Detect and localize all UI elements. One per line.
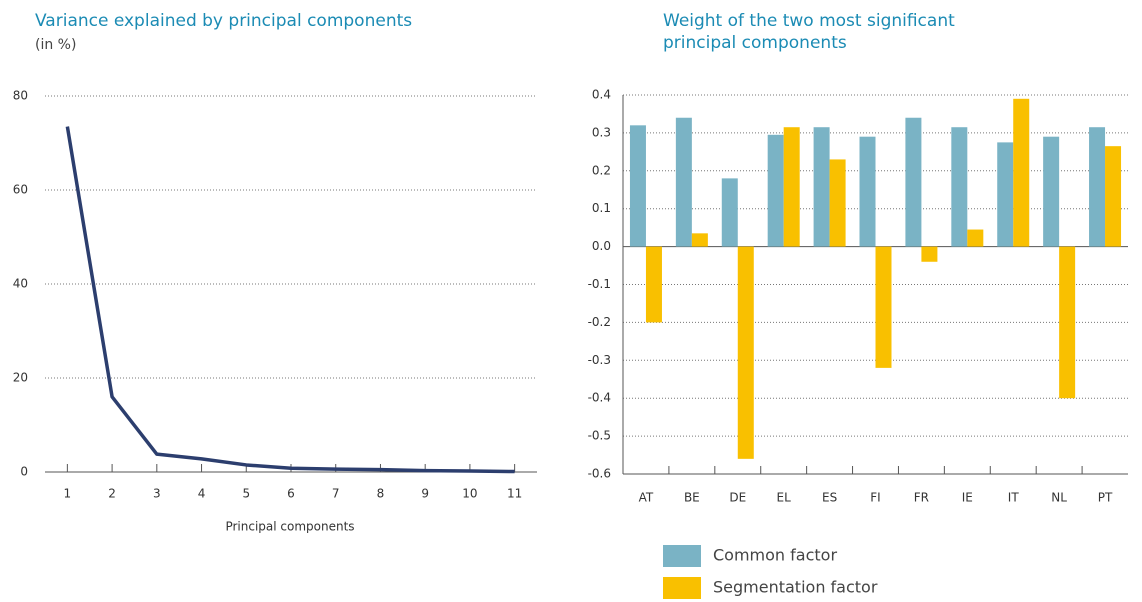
x-tick-label: IE: [962, 491, 973, 505]
x-tick-label: 8: [377, 487, 385, 501]
y-tick-label: -0.4: [588, 391, 611, 405]
bar: [967, 229, 984, 247]
bar: [629, 125, 646, 247]
bar: [1043, 136, 1060, 247]
chart-title: Weight of the two most significant princi…: [663, 11, 955, 53]
bar: [859, 136, 876, 247]
y-tick-label: 20: [13, 371, 28, 385]
bar: [1105, 146, 1122, 247]
x-tick-label: 10: [462, 487, 477, 501]
bar: [675, 117, 692, 247]
x-tick-label: 3: [153, 487, 161, 501]
line: [65, 126, 515, 474]
y-tick-label: 0.0: [592, 239, 611, 253]
x-tick-label: 5: [242, 487, 250, 501]
x-tick-label: 4: [198, 487, 206, 501]
x-tick-label: 1: [64, 487, 72, 501]
y-tick-label: 0: [20, 465, 28, 479]
x-tick-label: 6: [287, 487, 295, 501]
bar: [737, 246, 754, 459]
x-tick-label: AT: [639, 491, 654, 505]
bar: [691, 233, 708, 247]
x-tick-label: FR: [914, 491, 929, 505]
y-tick-label: -0.5: [588, 429, 611, 443]
x-tick-label: 7: [332, 487, 340, 501]
y-tick-label: 0.1: [592, 201, 611, 215]
bar: [829, 159, 846, 247]
bar: [645, 246, 662, 323]
x-tick-label: 9: [421, 487, 429, 501]
x-tick-label: 11: [507, 487, 522, 501]
legend-label: Segmentation factor: [713, 578, 878, 597]
bar: [951, 127, 968, 247]
x-tick-label: BE: [684, 491, 700, 505]
x-tick-label: ES: [822, 491, 837, 505]
y-tick-label: -0.6: [588, 467, 611, 481]
x-tick-label: FI: [870, 491, 880, 505]
x-tick-label: NL: [1051, 491, 1067, 505]
x-tick-label: DE: [729, 491, 746, 505]
bar: [783, 127, 800, 247]
legend-swatch: [663, 577, 701, 599]
x-tick-label: PT: [1098, 491, 1113, 505]
y-tick-label: -0.2: [588, 315, 611, 329]
x-tick-label: 2: [108, 487, 116, 501]
y-tick-label: 0.3: [592, 125, 611, 139]
y-tick-label: 60: [13, 183, 28, 197]
bar: [875, 246, 892, 368]
bar: [1013, 98, 1030, 247]
x-tick-label: IT: [1008, 491, 1020, 505]
y-tick-label: -0.1: [588, 277, 611, 291]
bar: [997, 142, 1014, 247]
bar: [921, 246, 938, 262]
bar: [813, 127, 830, 247]
chart-title: Variance explained by principal componen…: [35, 11, 412, 31]
y-tick-label: 40: [13, 277, 28, 291]
bar: [721, 178, 738, 247]
y-tick-label: -0.3: [588, 353, 611, 367]
chart-subtitle: (in %): [35, 37, 76, 53]
y-tick-label: 0.4: [592, 88, 611, 102]
x-tick-label: EL: [777, 491, 792, 505]
bar: [767, 134, 784, 247]
y-tick-label: 0.2: [592, 163, 611, 177]
x-axis-label: Principal components: [225, 520, 354, 534]
y-tick-label: 80: [13, 89, 28, 103]
bar: [905, 117, 922, 247]
bar: [1089, 127, 1106, 247]
bar: [1059, 246, 1076, 399]
legend-swatch: [663, 545, 701, 567]
legend-label: Common factor: [713, 546, 837, 565]
